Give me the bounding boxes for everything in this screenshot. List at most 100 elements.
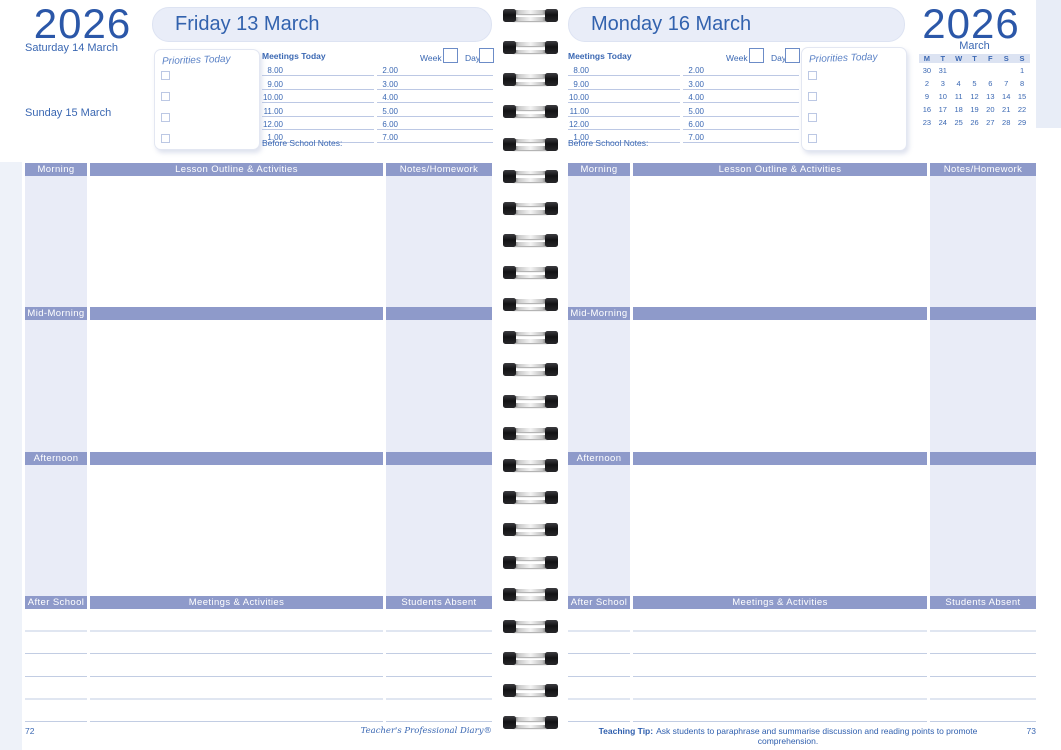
meeting-time-row: 12.00 [568, 117, 680, 130]
meeting-time-label: 10.00 [568, 93, 589, 103]
spiral-binding [500, 0, 561, 750]
week-label: Week [726, 53, 748, 63]
priority-checkbox[interactable] [808, 92, 817, 101]
meeting-time-row: 10.00 [568, 90, 680, 104]
calendar-day: 19 [970, 105, 979, 114]
week-checkbox[interactable] [443, 48, 458, 63]
meeting-time-label: 5.00 [688, 106, 704, 116]
meeting-time-label: 1.00 [267, 133, 283, 143]
meeting-time-row: 7.00 [683, 130, 799, 144]
meeting-time-row: 6.00 [683, 117, 799, 130]
binding-coil [503, 234, 558, 248]
meeting-time-row: 11.00 [262, 103, 374, 117]
priority-checkbox[interactable] [161, 71, 170, 80]
meeting-time-label: 2.00 [382, 66, 398, 76]
meeting-times-col1: 8.00 9.00 10.00 11.00 12.00 1.00 [262, 63, 374, 144]
mid-morning-notes-bar [930, 307, 1036, 320]
meeting-time-label: 10.00 [262, 93, 283, 103]
right-page-edge [1036, 0, 1061, 128]
meeting-time-row: 5.00 [683, 103, 799, 117]
after-school-lines [386, 609, 492, 722]
teaching-tip-label: Teaching Tip: [598, 726, 654, 736]
after-school-lines [568, 609, 630, 722]
binding-coil [503, 426, 558, 440]
calendar-day: 20 [986, 105, 995, 114]
meeting-time-row: 9.00 [568, 76, 680, 90]
meeting-time-label: 6.00 [688, 119, 704, 129]
students-absent-header: Students Absent [930, 596, 1036, 609]
meetings-block-left: Meetings Today Week Day 8.00 9.00 10.00 11.… [262, 48, 494, 149]
day-title-friday: Friday 13 March [152, 7, 492, 42]
meeting-time-label: 7.00 [382, 133, 398, 143]
calendar-day-header: S [998, 54, 1015, 63]
binding-coil [503, 73, 558, 87]
meeting-time-row: 8.00 [568, 63, 680, 77]
notes-homework-header: Notes/Homework [386, 163, 492, 176]
mid-morning-label-cell [25, 320, 87, 452]
binding-coil [503, 362, 558, 376]
meeting-times-col1: 8.00 9.00 10.00 11.00 12.00 1.00 [568, 63, 680, 144]
section-after-school: After School [568, 596, 630, 609]
meeting-time-row: 7.00 [377, 130, 493, 144]
year-left: 2026 [33, 0, 132, 47]
section-after-school: After School [25, 596, 87, 609]
saturday-label: Saturday 14 March [25, 42, 118, 54]
meeting-time-row: 10.00 [262, 90, 374, 104]
morning-notes-cell [930, 176, 1036, 307]
binding-coil [503, 330, 558, 344]
after-school-lines [90, 609, 383, 722]
calendar-day: 29 [1017, 118, 1027, 127]
day-checkbox[interactable] [785, 48, 800, 63]
meeting-time-row: 11.00 [568, 103, 680, 117]
calendar-day-header: W [950, 54, 967, 63]
day-label: Day [465, 53, 481, 63]
meetings-block-right: Meetings Today Week Day 8.00 9.00 10.00 11.… [568, 48, 800, 149]
priority-checkbox[interactable] [161, 92, 170, 101]
day-title-monday: Monday 16 March [568, 7, 905, 42]
calendar-day: 18 [954, 105, 963, 114]
binding-coil [503, 619, 558, 633]
binding-coil [503, 266, 558, 280]
brand-text: Teacher's Professional Diary® [360, 726, 492, 736]
lesson-outline-header: Lesson Outline & Activities [90, 163, 383, 176]
priority-checkbox[interactable] [808, 71, 817, 80]
meeting-time-label: 5.00 [382, 106, 398, 116]
calendar-day-empty [982, 63, 998, 76]
meeting-time-label: 4.00 [688, 93, 704, 103]
calendar-day: 9 [924, 92, 929, 101]
priority-checkbox[interactable] [808, 113, 817, 122]
section-afternoon: Afternoon [25, 452, 87, 465]
binding-coil [503, 201, 558, 215]
binding-coil [503, 459, 558, 473]
calendar-day: 15 [1017, 92, 1027, 101]
binding-coil [503, 298, 558, 312]
meeting-time-label: 11.00 [263, 106, 283, 116]
calendar-day: 10 [938, 92, 947, 101]
calendar-day: 13 [986, 92, 995, 101]
priorities-title: Priorities Today [808, 51, 878, 66]
calendar-day: 17 [938, 105, 947, 114]
binding-coil [503, 491, 558, 505]
morning-notes-cell [386, 176, 492, 307]
priority-checkbox[interactable] [161, 113, 170, 122]
meeting-time-row: 3.00 [377, 76, 493, 90]
binding-coil [503, 169, 558, 183]
calendar-day: 30 [922, 66, 932, 75]
after-school-lines [25, 609, 87, 722]
afternoon-label-cell [25, 465, 87, 596]
calendar-day: 3 [940, 79, 945, 88]
teaching-tip: Teaching Tip: Ask students to paraphrase … [568, 726, 1008, 746]
section-morning: Morning [568, 163, 630, 176]
afternoon-notes-cell [386, 465, 492, 596]
sunday-label: Sunday 15 March [25, 107, 112, 119]
priority-checkbox[interactable] [808, 134, 817, 143]
binding-coil [503, 587, 558, 601]
after-school-lines [633, 609, 927, 722]
page-number-right: 73 [1026, 726, 1036, 736]
week-checkbox[interactable] [749, 48, 764, 63]
day-checkbox[interactable] [479, 48, 494, 63]
priority-checkbox[interactable] [161, 134, 170, 143]
priorities-note-left: Priorities Today [154, 49, 260, 150]
meeting-time-row: 5.00 [377, 103, 493, 117]
meeting-time-row: 2.00 [683, 63, 799, 77]
